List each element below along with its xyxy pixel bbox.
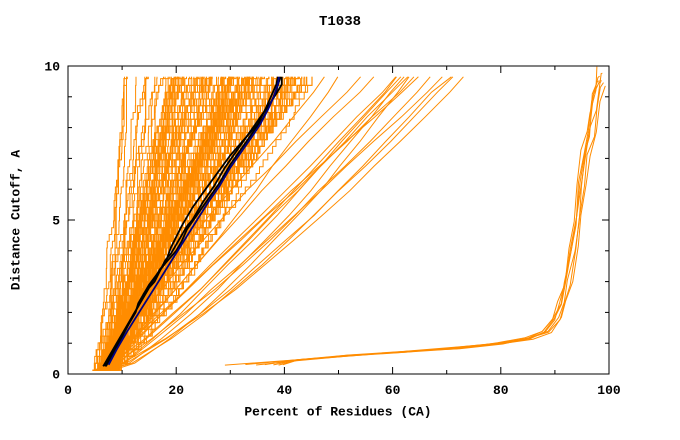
model-curve bbox=[99, 76, 199, 371]
y-axis-label: Distance Cutoff, A bbox=[8, 149, 24, 291]
model-curve bbox=[95, 76, 419, 371]
model-curve bbox=[95, 76, 299, 371]
model-curve bbox=[112, 76, 410, 371]
model-curve bbox=[108, 76, 443, 371]
model-curve bbox=[102, 76, 128, 371]
x-axis-label: Percent of Residues (CA) bbox=[244, 404, 432, 420]
model-curve bbox=[224, 81, 601, 366]
model-curve bbox=[106, 76, 299, 371]
model-curve bbox=[96, 76, 339, 371]
model-curve bbox=[112, 76, 181, 371]
model-curve bbox=[105, 76, 397, 371]
chart-title: T1038 bbox=[318, 14, 362, 30]
model-curve bbox=[95, 76, 409, 371]
y-tick-label: 10 bbox=[44, 60, 60, 75]
x-tick-label: 100 bbox=[597, 383, 621, 398]
x-tick-label: 60 bbox=[385, 383, 401, 398]
model-curve bbox=[282, 66, 598, 366]
model-curve bbox=[112, 76, 198, 371]
x-tick-label: 80 bbox=[493, 383, 509, 398]
model-curve bbox=[264, 75, 600, 366]
model-curve bbox=[107, 76, 402, 371]
model-curve bbox=[105, 76, 454, 371]
model-curve bbox=[104, 76, 170, 371]
y-tick-label: 0 bbox=[52, 368, 60, 383]
x-tick-label: 40 bbox=[277, 383, 293, 398]
model-curve bbox=[245, 72, 603, 365]
model-curve bbox=[101, 76, 397, 371]
model-curve-navy bbox=[107, 76, 280, 366]
x-tick-label: 0 bbox=[64, 383, 72, 398]
model-curve-black-2 bbox=[105, 76, 283, 367]
model-curve bbox=[273, 82, 604, 366]
model-curve bbox=[93, 76, 127, 371]
model-curve-black-3 bbox=[104, 76, 279, 367]
x-tick-label: 20 bbox=[168, 383, 184, 398]
y-tick-label: 5 bbox=[52, 214, 60, 229]
model-curve bbox=[96, 76, 224, 371]
model-curve bbox=[100, 76, 164, 371]
model-curve bbox=[94, 76, 464, 371]
